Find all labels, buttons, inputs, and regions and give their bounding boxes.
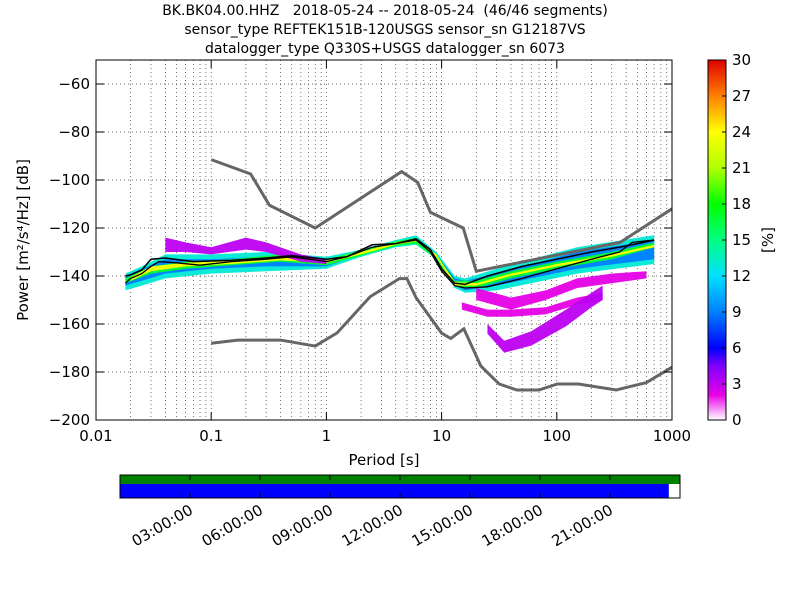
colorbar-tick-label: 27 [732, 87, 751, 105]
timebar-tick-label: 09:00:00 [269, 501, 336, 550]
density-band [130, 238, 655, 286]
colorbar-tick-label: 12 [732, 267, 751, 285]
mode-psd-line [125, 237, 655, 286]
y-tick-label: −80 [58, 123, 90, 141]
x-tick-label: 100 [542, 427, 571, 445]
colorbar-label: [%] [759, 227, 777, 253]
title-line-3: datalogger_type Q330S+USGS datalogger_sn… [205, 41, 565, 57]
x-tick-label: 1000 [653, 427, 691, 445]
y-axis-label: Power [m²/s⁴/Hz] [dB] [14, 159, 32, 321]
x-tick-label: 1 [322, 427, 332, 445]
chart-title: BK.BK04.00.HHZ 2018-05-24 -- 2018-05-24 … [0, 2, 770, 59]
psd-curves [124, 158, 672, 392]
colorbar-tick-label: 3 [732, 375, 742, 393]
colorbar-tick-label: 18 [732, 195, 751, 213]
timebar-tick-label: 15:00:00 [409, 501, 476, 550]
colorbar-tick-label: 21 [732, 159, 751, 177]
time-coverage-bar: 03:00:00 06:00:00 09:00:00 12:00:00 15:00:00… [119, 474, 681, 550]
plot-frame [95, 59, 673, 421]
x-tick-label: 10 [432, 427, 451, 445]
density-band [461, 292, 603, 317]
title-line-1: BK.BK04.00.HHZ 2018-05-24 -- 2018-05-24 … [162, 3, 608, 19]
plot-area [96, 60, 672, 420]
y-tick-label: −200 [49, 411, 90, 429]
y-tick-label: −180 [49, 363, 90, 381]
colorbar-tick-label: 15 [732, 231, 751, 249]
x-tick-label: 0.1 [199, 427, 223, 445]
colorbar-tick-label: 24 [732, 123, 751, 141]
density-band [125, 237, 655, 291]
mean-psd-line [124, 239, 655, 289]
timebar-psd-coverage [120, 484, 669, 498]
density-band [125, 237, 655, 288]
timebar-tick-label: 18:00:00 [479, 501, 546, 550]
timebar-tick-label: 12:00:00 [339, 501, 406, 550]
y-tick-label: −120 [49, 219, 90, 237]
axis-ticks: 0.01 0.1 1 10 100 1000 −60 −80 −100 −120 −140 −160 −… [49, 60, 691, 445]
colorbar-tick-label: 6 [732, 339, 742, 357]
y-tick-label: −140 [49, 267, 90, 285]
new-high-noise-model-line [210, 158, 672, 273]
timebar-tick-label: 06:00:00 [199, 501, 266, 550]
density-band [476, 271, 647, 310]
timebar-tick-label: 03:00:00 [129, 501, 196, 550]
new-low-noise-model-line [211, 277, 672, 392]
x-axis-label: Period [s] [348, 451, 419, 469]
colorbar-tick-label: 30 [732, 51, 751, 69]
y-tick-label: −60 [58, 75, 90, 93]
y-tick-label: −100 [49, 171, 90, 189]
density-band [487, 285, 603, 353]
colorbar-tick-label: 9 [732, 303, 742, 321]
colorbar-tick-label: 0 [732, 411, 742, 429]
y-tick-label: −160 [49, 315, 90, 333]
timebar-tick-label: 21:00:00 [549, 501, 616, 550]
title-line-2: sensor_type REFTEK151B-120USGS sensor_sn… [184, 22, 586, 38]
x-tick-label: 0.01 [79, 427, 112, 445]
colorbar-ticks: 0 3 6 9 12 15 18 21 24 27 30 [722, 51, 751, 429]
